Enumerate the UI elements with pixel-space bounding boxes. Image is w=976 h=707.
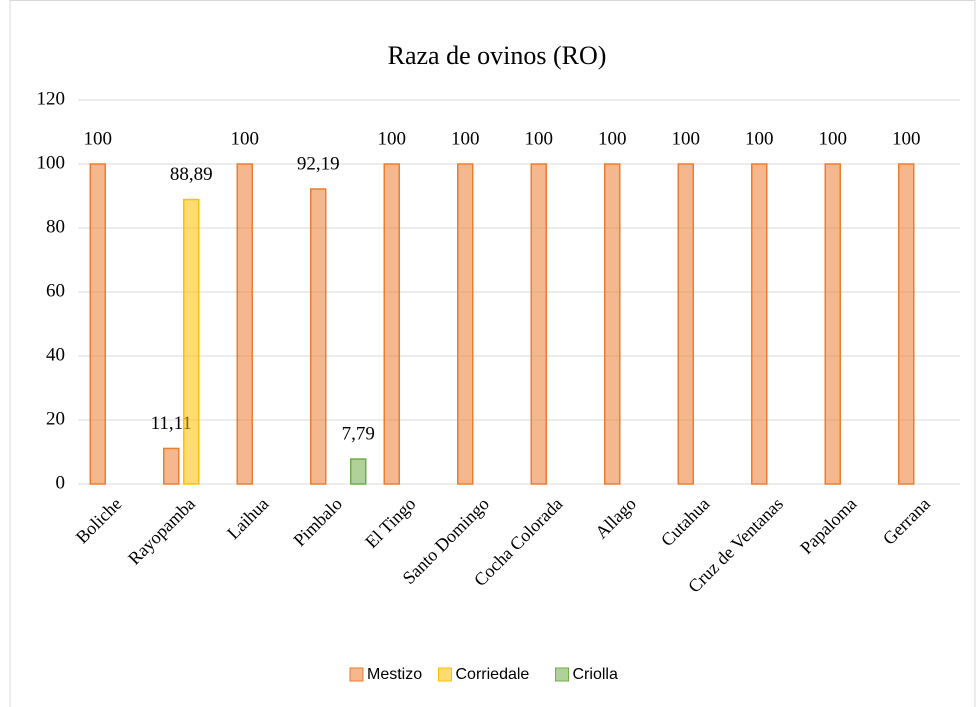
legend-label: Criolla [573, 666, 618, 683]
legend-swatch [349, 667, 364, 682]
y-tick-label: 40 [46, 344, 65, 365]
legend-label: Mestizo [367, 666, 422, 683]
bar [824, 163, 841, 485]
legend-swatch [438, 667, 452, 682]
chart-title: Raza de ovinos (RO) [388, 41, 607, 70]
data-label: 100 [84, 128, 113, 149]
bar [383, 163, 400, 485]
bar [457, 163, 474, 485]
bar [604, 163, 621, 485]
y-tick-label: 60 [46, 280, 65, 301]
data-label: 92,19 [297, 153, 340, 174]
data-label: 88,89 [170, 164, 213, 185]
chart-frame [9, 0, 976, 707]
data-label: 100 [892, 128, 921, 149]
legend-label: Corriedale [456, 666, 530, 683]
y-tick-label: 80 [46, 216, 65, 237]
legend-swatch [555, 667, 569, 682]
bar [236, 163, 253, 485]
bar [89, 163, 106, 485]
bar [183, 198, 200, 485]
data-label: 100 [598, 128, 627, 149]
bar [751, 163, 768, 485]
y-tick-label: 0 [56, 472, 66, 493]
y-tick-label: 20 [46, 408, 65, 429]
y-tick-label: 120 [37, 88, 66, 109]
data-label: 100 [231, 128, 260, 149]
bar [310, 188, 327, 485]
data-label: 100 [745, 128, 774, 149]
bar [350, 458, 367, 485]
y-tick-label: 100 [37, 152, 66, 173]
data-label: 100 [525, 128, 554, 149]
bar [163, 447, 180, 485]
data-label: 7,79 [342, 423, 375, 444]
data-label: 100 [819, 128, 848, 149]
bar [530, 163, 547, 485]
data-label: 100 [378, 128, 407, 149]
bar [677, 163, 694, 485]
bar [898, 163, 915, 485]
data-label: 100 [451, 128, 480, 149]
data-label: 11,11 [151, 413, 192, 434]
data-label: 100 [672, 128, 701, 149]
